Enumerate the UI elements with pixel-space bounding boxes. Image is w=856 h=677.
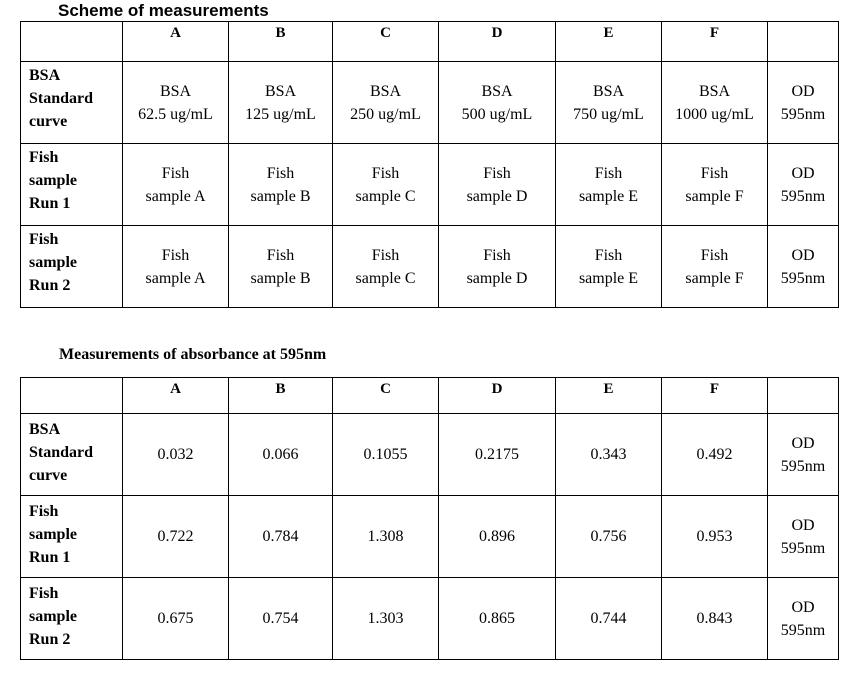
value-cell: 0.896 [438,495,556,578]
table-cell: Fish sample B [228,143,333,226]
table-cell: Fish sample E [555,225,662,308]
table-cell: BSA 750 ug/mL [555,61,662,144]
row-label-line: Run 2 [29,631,71,648]
table-cell: BSA 500 ug/mL [438,61,556,144]
column-header: F [661,377,768,414]
table-cell: Fish sample A [122,225,229,308]
row-label-line: sample [29,526,77,543]
column-header: B [228,377,333,414]
value-cell: 0.843 [661,577,768,660]
column-header: D [438,21,556,62]
absorbance-table: A B C D E F BSA Standard curve 0.032 0.0… [20,377,839,660]
table-cell: Fish sample D [438,225,556,308]
table-row: Fish sample Run 1 0.722 0.784 1.308 0.89… [20,495,839,578]
column-header: F [661,21,768,62]
value-cell: 0.756 [555,495,662,578]
table-row: BSA Standard curve BSA 62.5 ug/mL BSA 125 … [20,61,839,144]
absorbance-title: Measurements of absorbance at 595nm [59,346,327,363]
od-cell: OD 595nm [767,61,839,144]
table-header-row: A B C D E F [20,21,839,62]
table-cell: BSA 250 ug/mL [332,61,439,144]
row-label-line: Run 1 [29,549,71,566]
column-header: C [332,377,439,414]
row-label: BSA Standard curve [20,413,123,496]
row-label: Fish sample Run 2 [20,225,123,308]
table-header-row: A B C D E F [20,377,839,414]
column-header: A [122,377,229,414]
value-cell: 1.303 [332,577,439,660]
table-cell: Fish sample F [661,225,768,308]
row-label-line: sample [29,254,77,271]
scheme-table: A B C D E F BSA Standard curve BSA 62.5 u… [20,21,839,308]
table-cell: Fish sample C [332,225,439,308]
value-cell: 1.308 [332,495,439,578]
row-label-line: Fish [29,503,59,520]
table-cell: Fish sample A [122,143,229,226]
row-label-line: Run 1 [29,195,71,212]
row-label-line: Run 2 [29,277,71,294]
table-row: Fish sample Run 1 Fish sample A Fish sampl… [20,143,839,226]
row-label-line: sample [29,608,77,625]
od-cell: OD 595nm [767,225,839,308]
value-cell: 0.675 [122,577,229,660]
header-od-blank [767,377,839,414]
od-cell: OD 595nm [767,413,839,496]
od-cell: OD 595nm [767,495,839,578]
value-cell: 0.2175 [438,413,556,496]
column-header: E [555,21,662,62]
table-cell: BSA 62.5 ug/mL [122,61,229,144]
row-label-line: Fish [29,231,59,248]
row-label-line: Standard [29,90,94,107]
value-cell: 0.865 [438,577,556,660]
row-label-line: BSA [29,421,61,438]
table-cell: Fish sample B [228,225,333,308]
row-label: Fish sample Run 2 [20,577,123,660]
column-header: C [332,21,439,62]
value-cell: 0.032 [122,413,229,496]
row-label-line: Standard [29,444,94,461]
table-cell: BSA 125 ug/mL [228,61,333,144]
od-cell: OD 595nm [767,143,839,226]
value-cell: 0.343 [555,413,662,496]
row-label-line: curve [29,467,68,484]
row-label-line: Fish [29,585,59,602]
value-cell: 0.754 [228,577,333,660]
row-label-line: curve [29,113,68,130]
table-row: Fish sample Run 2 0.675 0.754 1.303 0.86… [20,577,839,660]
header-od-blank [767,21,839,62]
value-cell: 0.953 [661,495,768,578]
row-label-line: sample [29,172,77,189]
header-corner [20,21,123,62]
value-cell: 0.492 [661,413,768,496]
table-cell: BSA 1000 ug/mL [661,61,768,144]
value-cell: 0.066 [228,413,333,496]
value-cell: 0.1055 [332,413,439,496]
table-cell: Fish sample E [555,143,662,226]
table-row: Fish sample Run 2 Fish sample A Fish sampl… [20,225,839,308]
header-corner [20,377,123,414]
row-label: BSA Standard curve [20,61,123,144]
row-label: Fish sample Run 1 [20,495,123,578]
table-cell: Fish sample F [661,143,768,226]
scheme-title: Scheme of measurements [58,1,269,20]
value-cell: 0.744 [555,577,662,660]
column-header: E [555,377,662,414]
value-cell: 0.784 [228,495,333,578]
column-header: A [122,21,229,62]
value-cell: 0.722 [122,495,229,578]
od-cell: OD 595nm [767,577,839,660]
column-header: B [228,21,333,62]
row-label: Fish sample Run 1 [20,143,123,226]
row-label-line: BSA [29,67,61,84]
row-label-line: Fish [29,149,59,166]
table-cell: Fish sample C [332,143,439,226]
column-header: D [438,377,556,414]
table-cell: Fish sample D [438,143,556,226]
table-row: BSA Standard curve 0.032 0.066 0.1055 0.… [20,413,839,496]
